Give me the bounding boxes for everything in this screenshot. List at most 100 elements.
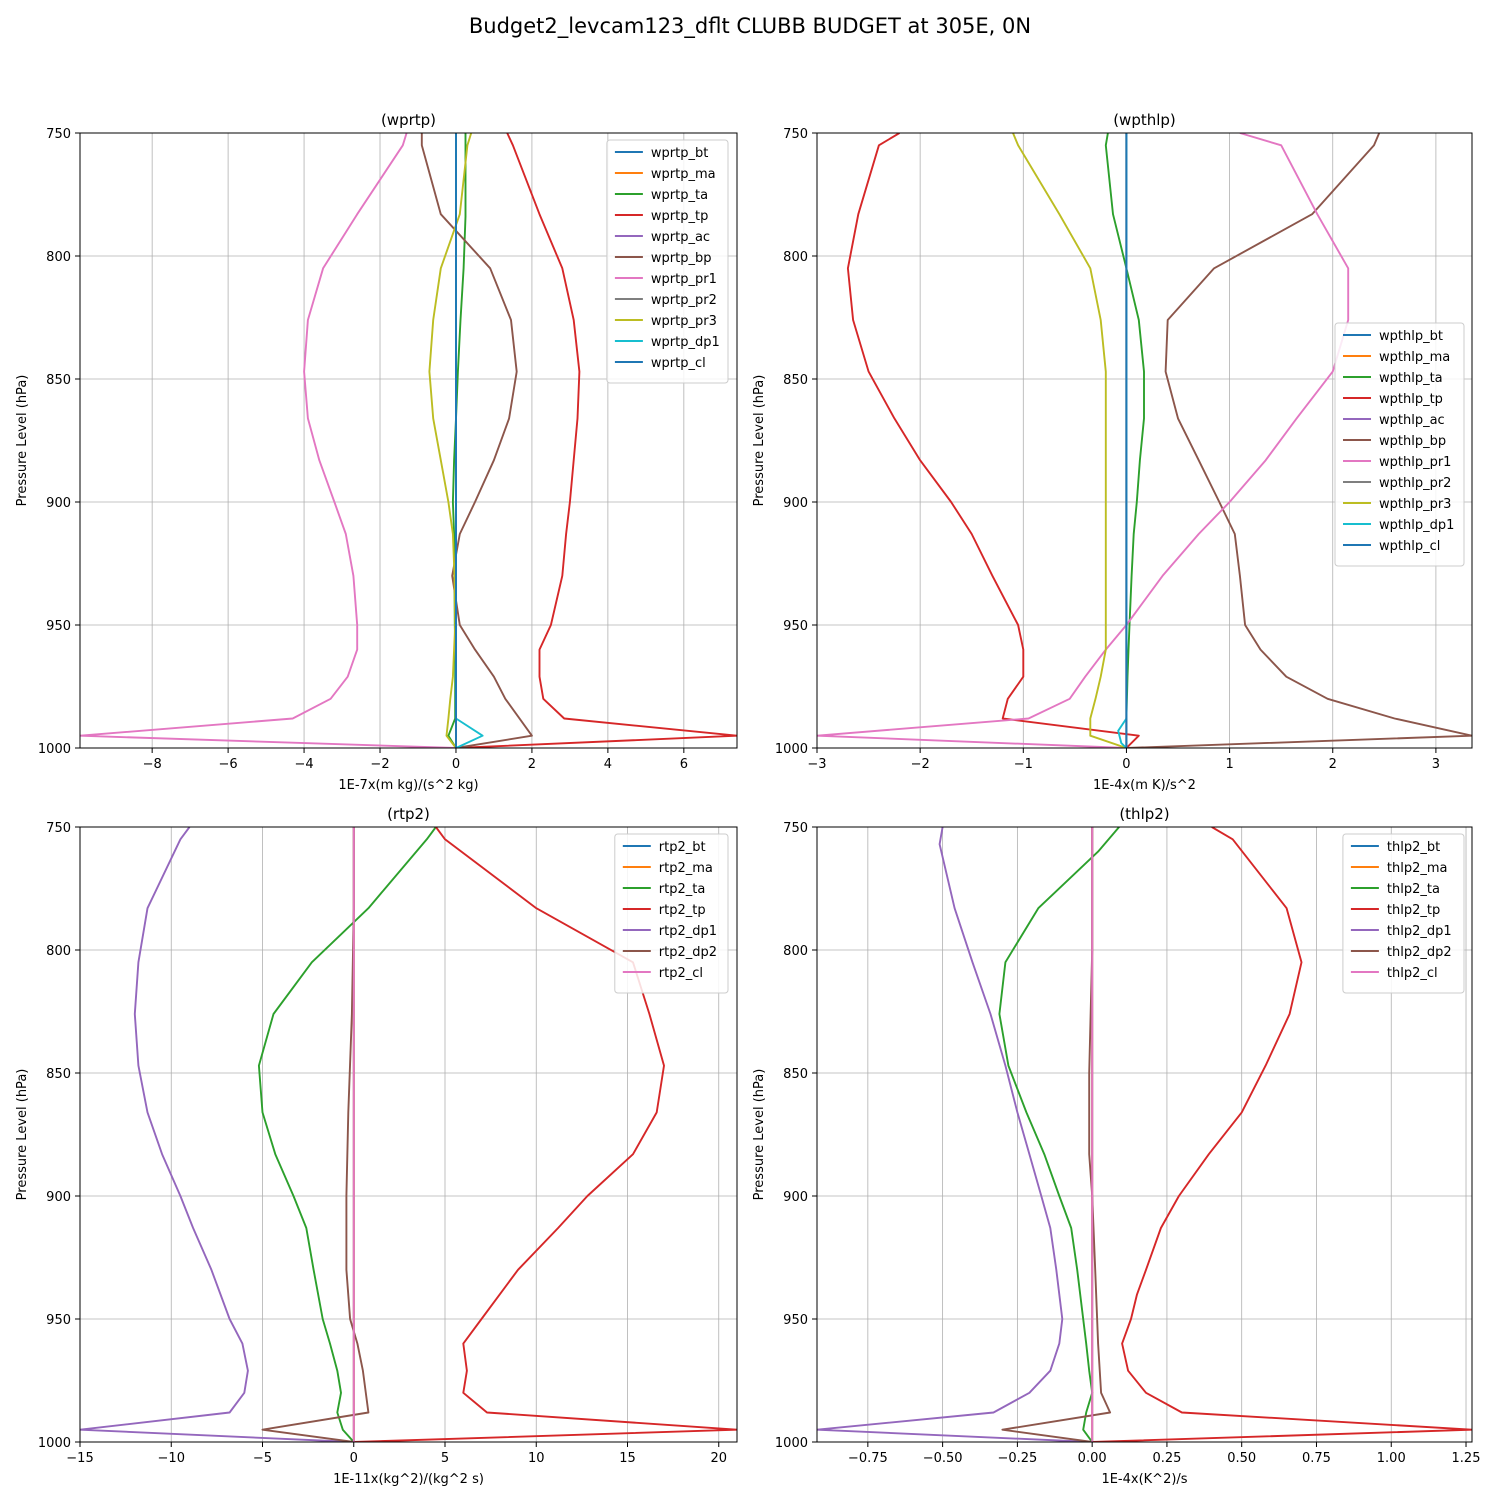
legend-label: thlp2_dp2 [1387,945,1452,960]
x-tick-label: −4 [294,757,313,772]
x-tick-label: 0.75 [1302,1451,1331,1466]
y-tick-label: 950 [46,1313,71,1328]
legend-label: wpthlp_dp1 [1379,518,1454,533]
legend-box [1334,322,1465,567]
y-tick-label: 850 [46,1067,71,1082]
y-tick-label: 750 [783,821,808,836]
x-tick-label: −6 [219,757,238,772]
x-tick-label: −1 [1014,757,1033,772]
legend-label: wpthlp_ma [1379,350,1450,365]
x-tick-label: 0.50 [1227,1451,1256,1466]
x-tick-label: 2 [1329,757,1337,772]
y-tick-label: 800 [783,250,808,265]
legend-label: thlp2_bt [1387,840,1440,855]
legend-label: wpthlp_pr2 [1379,476,1451,491]
series-line-rtp2_dp1 [80,827,354,1442]
y-tick-label: 900 [783,1190,808,1205]
series-line-thlp2_dp2 [1001,827,1112,1442]
y-tick-label: 950 [783,619,808,634]
chart-panel-2: −15 −10 −5 0 5 10 15 20 750 800 850 900 950 1000 (rtp2… [15,805,738,1487]
legend-label: wprtp_ac [651,230,710,245]
x-tick-label: 0 [452,757,460,772]
chart-title: (thlp2) [1119,805,1169,823]
legend-label: wprtp_bt [651,146,708,161]
legend-label: wpthlp_cl [1379,539,1440,554]
legend-label: thlp2_dp1 [1387,924,1452,939]
y-axis-label: Pressure Level (hPa) [15,1069,30,1201]
series-line-wprtp_bp [420,133,533,748]
x-tick-label: −10 [158,1451,185,1466]
legend: wprtp_bt wprtp_ma wprtp_ta wprtp_tp wprtp_ac… [606,139,729,384]
series-line-wprtp_pr3 [428,133,473,748]
series-line-wpthlp_bp [1126,133,1472,748]
y-tick-label: 900 [46,496,71,511]
series-group [80,827,737,1442]
legend-label: rtp2_tp [659,903,706,918]
y-tick-label: 850 [783,373,808,388]
y-tick-label: 1000 [775,742,808,757]
x-tick-label: 6 [680,757,688,772]
x-tick-label: 1.25 [1452,1451,1481,1466]
legend: wpthlp_bt wpthlp_ma wpthlp_ta wpthlp_tpwpth… [1334,322,1465,567]
x-axis-label: 1E-4x(m K)/s^2 [1093,778,1196,793]
chart-panel-0: −8 −6 −4 −2 0 2 4 6 750 800 850 900 950 1000 (wprtp) 1E… [15,111,738,793]
series-group [817,827,1472,1442]
x-tick-label: −0.50 [923,1451,963,1466]
x-axis-label: 1E-11x(kg^2)/(kg^2 s) [333,1472,484,1487]
legend-label: wpthlp_pr1 [1379,455,1451,470]
series-line-wprtp_pr1 [80,133,457,748]
legend-label: rtp2_ta [659,882,706,897]
series-line-wpthlp_pr3 [1012,133,1127,748]
y-tick-label: 800 [46,250,71,265]
x-tick-label: 0 [1122,757,1130,772]
y-tick-label: 750 [783,127,808,142]
x-tick-label: 5 [441,1451,449,1466]
legend-box [614,833,729,994]
legend-label: thlp2_tp [1387,903,1440,918]
legend-label: rtp2_ma [659,861,713,876]
legend-label: wprtp_tp [651,209,708,224]
legend-label: thlp2_ma [1387,861,1448,876]
y-tick-label: 950 [783,1313,808,1328]
legend-label: thlp2_cl [1387,966,1438,981]
y-tick-label: 950 [46,619,71,634]
legend-label: wpthlp_bp [1379,434,1446,449]
x-tick-label: 20 [710,1451,727,1466]
chart-title: (wprtp) [381,111,436,129]
y-tick-label: 1000 [775,1436,808,1451]
series-line-rtp2_dp2 [261,827,370,1442]
chart-panel-3: −0.75 −0.50 −0.25 0.00 0.25 0.50 0.75 1.00 1.25 7… [752,805,1480,1487]
axes-frame [816,826,1473,1443]
series-line-wpthlp_tp [846,133,1140,748]
legend: thlp2_bt thlp2_ma thlp2_ta thlp2_tp thlp2_dp… [1342,833,1465,994]
y-tick-label: 1000 [38,1436,71,1451]
legend-label: rtp2_dp1 [659,924,717,939]
legend-label: wpthlp_pr3 [1379,497,1451,512]
x-tick-label: 0.00 [1078,1451,1107,1466]
legend-label: wpthlp_ta [1379,371,1443,386]
axes-frame [79,826,738,1443]
y-tick-label: 850 [46,373,71,388]
x-axis-label: 1E-4x(K^2)/s [1101,1472,1187,1487]
x-tick-label: 4 [604,757,612,772]
y-axis-label: Pressure Level (hPa) [752,375,767,507]
series-line-thlp2_tp [1092,827,1472,1442]
axes-frame [79,132,738,749]
chart-panel-1: −3 −2 −1 0 1 2 3 750 800 850 900 950 1000 (wpthlp) 1E-… [752,111,1473,793]
legend-label: wprtp_ta [651,188,708,203]
y-axis-label: Pressure Level (hPa) [15,375,30,507]
legend-label: wprtp_cl [651,356,706,371]
x-tick-label: 10 [528,1451,545,1466]
x-tick-label: −8 [143,757,162,772]
legend: rtp2_bt rtp2_ma rtp2_ta rtp2_tp rtp2_dp1 rtp2… [614,833,729,994]
chart-title: (rtp2) [387,805,430,823]
legend-label: wpthlp_tp [1379,392,1443,407]
y-tick-label: 800 [46,944,71,959]
legend-box [606,139,729,384]
y-tick-label: 800 [783,944,808,959]
x-tick-label: −5 [253,1451,272,1466]
x-axis-label: 1E-7x(m kg)/(s^2 kg) [338,778,478,793]
series-line-wpthlp_ta [1104,133,1145,748]
legend-label: wpthlp_ac [1379,413,1445,428]
legend-label: wpthlp_bt [1379,329,1443,344]
